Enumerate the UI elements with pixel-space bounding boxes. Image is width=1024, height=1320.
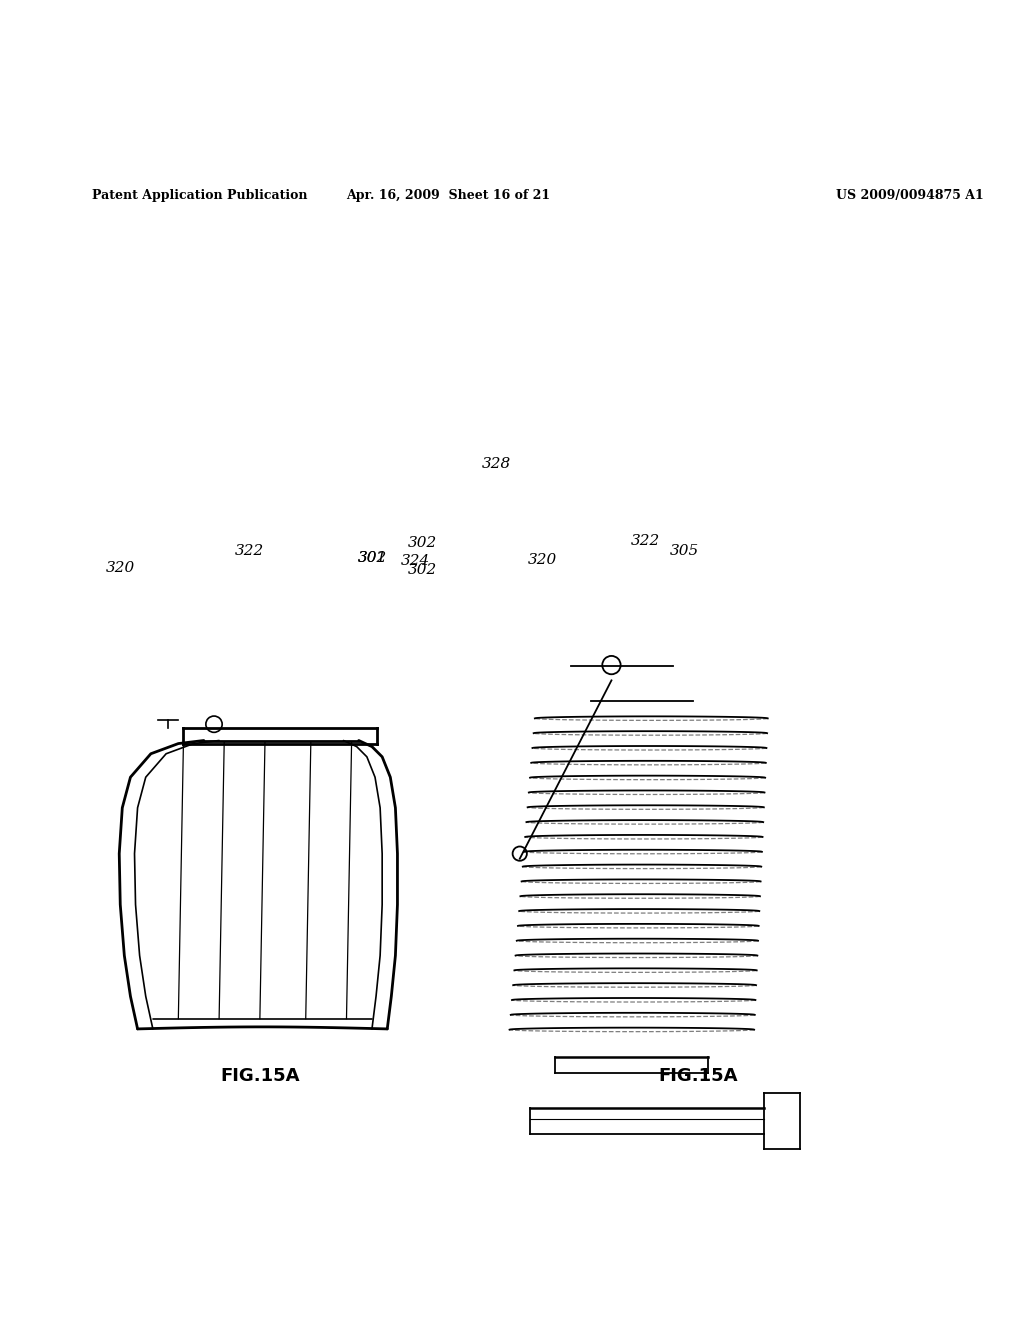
Text: 322: 322 — [631, 533, 659, 548]
Text: 320: 320 — [527, 553, 557, 568]
Text: 328: 328 — [481, 457, 511, 471]
Text: US 2009/0094875 A1: US 2009/0094875 A1 — [836, 189, 983, 202]
Text: Apr. 16, 2009  Sheet 16 of 21: Apr. 16, 2009 Sheet 16 of 21 — [346, 189, 551, 202]
Text: 302: 302 — [409, 536, 437, 550]
Text: 320: 320 — [105, 561, 135, 576]
Text: FIG.15A: FIG.15A — [220, 1067, 300, 1085]
Text: 302: 302 — [409, 564, 437, 577]
Text: 301: 301 — [357, 550, 387, 565]
Text: 322: 322 — [236, 544, 264, 558]
Text: 305: 305 — [671, 544, 699, 558]
Text: FIG.15A: FIG.15A — [658, 1067, 738, 1085]
Text: Patent Application Publication: Patent Application Publication — [92, 189, 307, 202]
Text: 324: 324 — [401, 554, 430, 568]
Text: 302: 302 — [357, 550, 387, 565]
